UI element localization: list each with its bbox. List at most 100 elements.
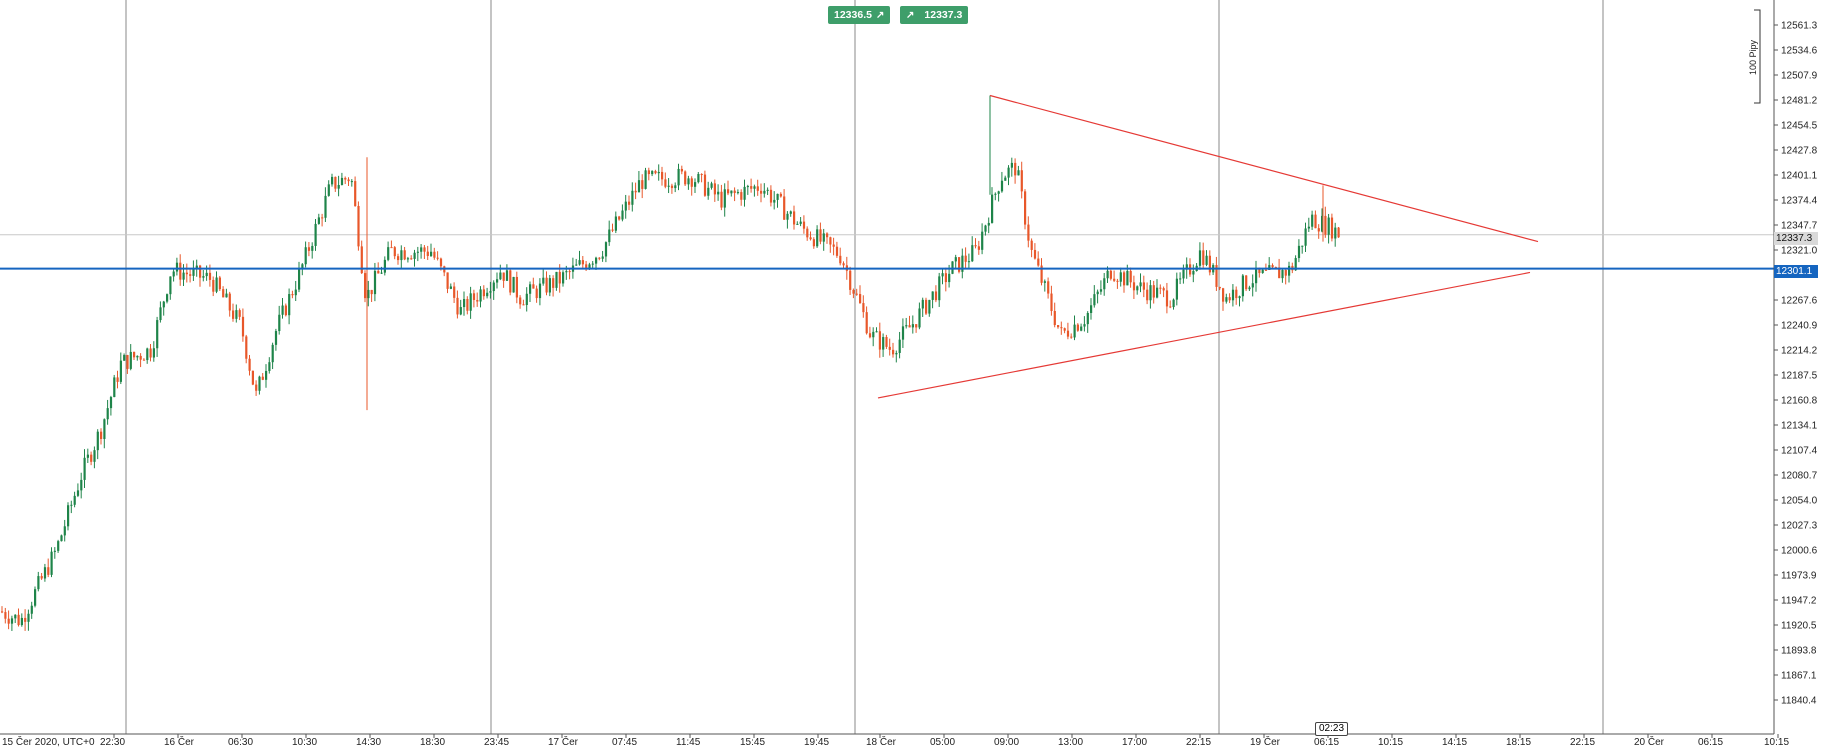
candle-body	[459, 307, 462, 315]
candle-body	[189, 274, 192, 276]
candle-body	[232, 310, 235, 319]
candle-body	[195, 265, 198, 269]
candle-body	[63, 526, 66, 536]
candle-body	[37, 576, 40, 590]
candle-body	[218, 277, 221, 290]
candle-body	[1014, 162, 1017, 176]
candle-body	[327, 184, 330, 196]
candle-body	[525, 293, 528, 306]
y-tick-label: 11867.1	[1781, 671, 1817, 682]
candle-body	[1090, 305, 1093, 314]
y-tick-label: 12427.8	[1781, 146, 1818, 157]
candle-body	[552, 278, 555, 288]
candle-body	[43, 567, 47, 579]
overlay-lines[interactable]	[0, 94, 1774, 399]
candle-body	[641, 180, 644, 189]
candle-body	[1024, 191, 1027, 225]
candle-body	[1182, 269, 1185, 279]
candle-body	[106, 408, 109, 420]
y-tick-label: 12134.1	[1781, 421, 1818, 432]
buy-button[interactable]: ↗ 12337.3	[900, 6, 969, 24]
candle-body	[1096, 291, 1099, 295]
candle-body	[505, 270, 509, 281]
candle-body	[446, 272, 449, 289]
x-tick-label: 17:00	[1122, 737, 1147, 748]
candle-body	[27, 613, 30, 622]
candle-body	[17, 614, 20, 626]
candle-body	[1106, 270, 1109, 279]
candle-body	[136, 355, 139, 358]
candle-body	[179, 262, 182, 280]
candle-body	[30, 605, 33, 614]
candle-body	[829, 237, 832, 245]
arrow-up-right-icon: ↗	[906, 10, 915, 21]
candle-body	[1126, 270, 1129, 286]
candle-body	[76, 490, 80, 496]
candle-body	[476, 299, 479, 302]
candle-body	[265, 370, 268, 380]
candle-body	[667, 185, 670, 187]
candle-body	[238, 310, 241, 317]
candle-body	[20, 617, 23, 626]
candle-body	[314, 223, 317, 246]
y-tick-label: 11920.5	[1781, 621, 1817, 632]
candle-body	[512, 276, 515, 293]
candle-body	[1030, 240, 1033, 250]
candle-body	[1, 611, 4, 613]
candle-body	[710, 183, 713, 188]
candle-body	[146, 348, 149, 361]
lower-trendline[interactable]	[877, 271, 1531, 399]
candle-body	[789, 211, 792, 214]
x-tick-label: 14:30	[356, 737, 381, 748]
candle-body	[225, 293, 228, 298]
candle-body	[1245, 275, 1248, 290]
candle-body	[466, 299, 469, 311]
candle-body	[400, 250, 403, 261]
candle-body	[255, 384, 258, 391]
upper-trendline[interactable]	[989, 94, 1539, 243]
candle-body	[938, 276, 941, 301]
candle-body	[760, 190, 763, 194]
candle-body	[872, 331, 875, 338]
candle-body	[875, 331, 878, 333]
y-tick-label: 12080.7	[1781, 471, 1818, 482]
candle-body	[1109, 270, 1112, 279]
candle-body	[753, 186, 756, 189]
candle-body	[984, 225, 987, 232]
candle-body	[423, 247, 426, 252]
candle-body	[611, 229, 614, 231]
candle-body	[142, 359, 146, 361]
candle-body	[1284, 270, 1287, 276]
candle-body	[304, 247, 307, 265]
candle-body	[1093, 294, 1096, 306]
plot-area[interactable]	[0, 0, 1774, 734]
candle-body	[410, 258, 413, 260]
candle-body	[1040, 265, 1043, 283]
candle-body	[954, 257, 957, 262]
candle-body	[390, 247, 393, 249]
candle-body	[453, 286, 456, 298]
candle-body	[796, 223, 799, 225]
candle-body	[654, 171, 657, 174]
x-tick-label: 13:00	[1058, 737, 1083, 748]
candle-body	[449, 286, 452, 289]
sell-button[interactable]: 12336.5 ↗	[828, 6, 891, 24]
x-tick-label: 15 Čer 2020, UTC+0	[2, 735, 95, 748]
x-tick-label: 22:15	[1570, 737, 1595, 748]
candle-body	[251, 370, 254, 385]
candle-body	[786, 213, 789, 220]
candle-body	[1321, 215, 1324, 232]
candle-body	[331, 176, 334, 185]
candle-body	[1007, 167, 1010, 178]
candle-body	[1142, 282, 1145, 290]
candle-body	[1139, 282, 1142, 287]
candle-body	[750, 186, 753, 189]
candle-body	[1297, 245, 1301, 259]
candle-body	[1017, 170, 1020, 176]
candle-body	[1136, 286, 1139, 291]
candle-body	[175, 262, 179, 272]
candle-body	[215, 277, 218, 292]
candle-body	[383, 259, 386, 273]
x-tick-label: 07:45	[612, 737, 637, 748]
